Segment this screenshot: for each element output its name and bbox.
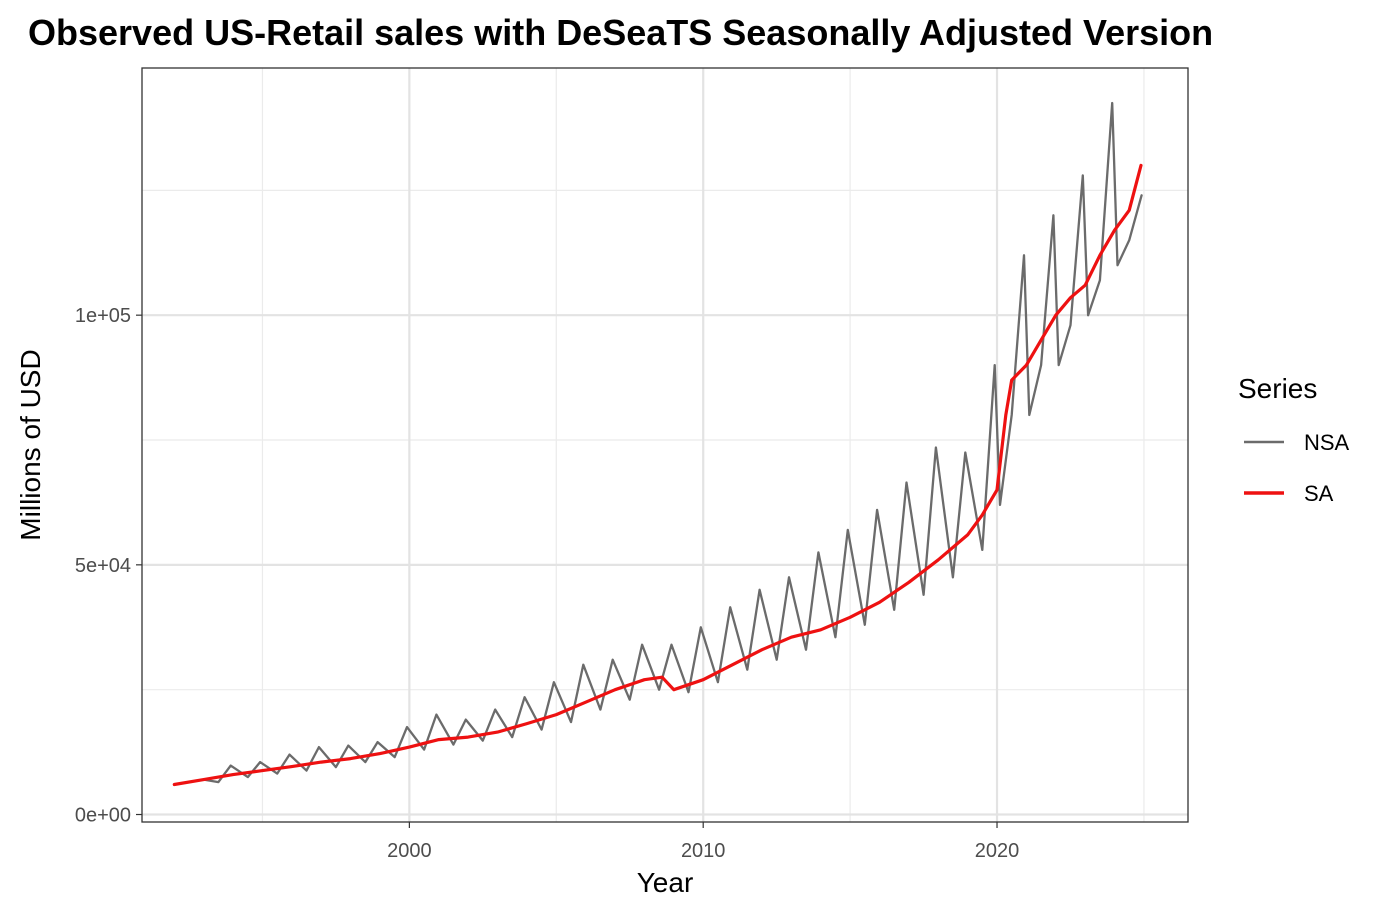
y-tick-label: 0e+00: [75, 805, 131, 827]
legend: Series NSA SA: [1238, 373, 1350, 506]
series-layer: [172, 101, 1143, 787]
chart-title: Observed US-Retail sales with DeSeaTS Se…: [28, 12, 1214, 53]
legend-label-sa: SA: [1304, 481, 1334, 506]
y-tick-label: 5e+04: [75, 555, 131, 577]
series-line-sa: [172, 163, 1143, 787]
axis-layer: 2000 2010 2020 0e+00 5e+04 1e+05: [75, 305, 1019, 862]
x-tick-label: 2000: [387, 840, 432, 862]
legend-title: Series: [1238, 373, 1317, 404]
legend-label-nsa: NSA: [1304, 430, 1350, 455]
plot-background: [142, 68, 1188, 822]
plot-border: [141, 67, 1189, 823]
x-tick-label: 2010: [681, 840, 726, 862]
x-tick-label: 2020: [975, 840, 1020, 862]
x-axis-title: Year: [637, 867, 694, 898]
y-tick-label: 1e+05: [75, 305, 131, 327]
y-axis-title: Millions of USD: [15, 349, 46, 540]
